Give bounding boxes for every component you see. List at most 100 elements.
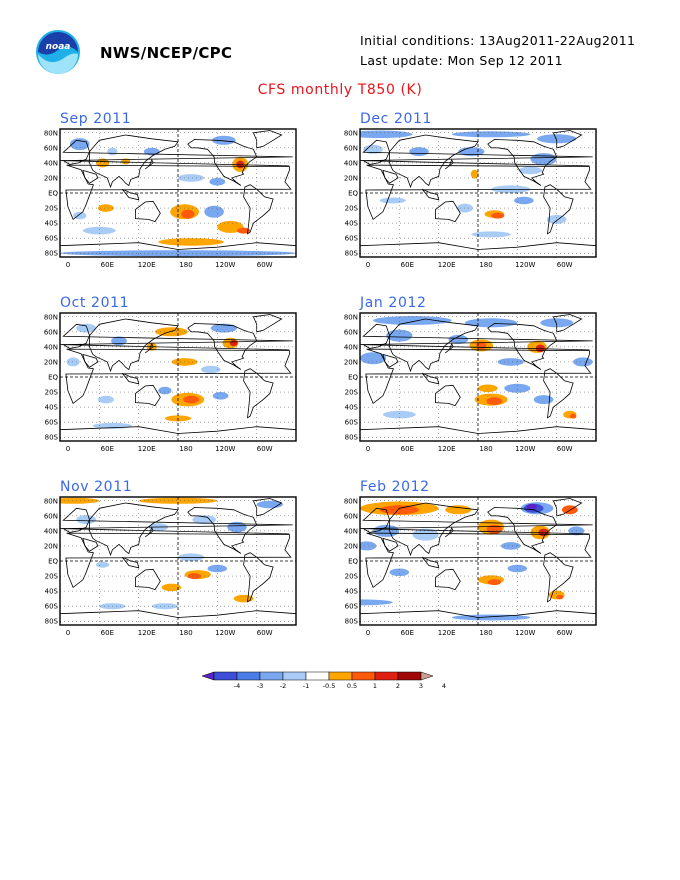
coastline (435, 384, 461, 407)
coastline (65, 348, 292, 405)
coastline (487, 139, 558, 186)
anomaly-region (82, 226, 116, 235)
coastline (89, 318, 179, 373)
anomaly-region (107, 147, 118, 156)
lat-tick-label: 40N (344, 527, 358, 535)
coastline (243, 552, 274, 603)
anomaly-region (363, 144, 383, 154)
lat-tick-label: 20S (345, 573, 359, 581)
colorbar-label: -3 (257, 682, 263, 690)
map-frame (59, 312, 297, 442)
lat-tick-label: 60S (45, 603, 59, 611)
coastline (187, 507, 258, 554)
coastline (552, 314, 583, 333)
coastline (65, 532, 292, 589)
anomaly-region (518, 166, 543, 175)
colorbar-label: 3 (419, 682, 423, 690)
coastline (360, 610, 596, 625)
coastline (243, 184, 274, 235)
anomaly-region (96, 561, 110, 568)
figure-title: CFS monthly T850 (K) (257, 82, 423, 98)
coastline (121, 556, 140, 569)
lat-tick-label: EQ (48, 558, 58, 566)
anomaly-region (507, 564, 528, 573)
coastline (389, 134, 479, 189)
coastline (121, 188, 140, 201)
coastline (89, 134, 179, 189)
lat-tick-label: EQ (48, 374, 58, 382)
lat-tick-label: 60N (344, 512, 358, 520)
coastline (552, 498, 583, 517)
coastline (435, 568, 461, 591)
anomaly-region (448, 334, 469, 344)
map-sep-2011: 80N 60N 40N 20N EQ 20S 40S 60S 80S 0 60E 120E 180 120… (38, 127, 298, 271)
lon-tick-label: 120E (438, 629, 456, 637)
lat-tick-label: 60S (345, 603, 359, 611)
coastline (487, 507, 558, 554)
lon-tick-label: 120E (438, 445, 456, 453)
colorbar-max-arrow (420, 671, 434, 681)
noaa-logo: noaa (34, 28, 82, 80)
lat-tick-label: 60N (44, 328, 58, 336)
anomaly-region (60, 497, 100, 504)
coastline (543, 184, 574, 235)
map-frame (59, 128, 297, 258)
anomaly-region (389, 568, 410, 577)
colorbar-swatch (236, 671, 261, 681)
lon-tick-label: 0 (366, 629, 370, 637)
lat-tick-label: 40S (45, 220, 59, 228)
coastline (487, 323, 558, 370)
anomaly-region (504, 383, 531, 393)
map-frame (359, 128, 597, 258)
lon-tick-label: 0 (66, 261, 70, 269)
lat-tick-label: 20N (44, 174, 58, 182)
anomaly-region (187, 573, 201, 580)
lat-tick-label: 40S (345, 220, 359, 228)
anomaly-region (491, 212, 505, 219)
coastline (360, 507, 593, 535)
anomaly-region (487, 579, 501, 586)
lat-tick-label: 60N (344, 328, 358, 336)
coastline (89, 502, 179, 557)
anomaly-region (181, 209, 195, 219)
lat-tick-label: 20N (344, 174, 358, 182)
coastline (82, 169, 99, 184)
anomaly-region (217, 220, 244, 233)
lat-tick-label: 80N (44, 129, 58, 137)
lon-tick-label: 120W (215, 445, 235, 453)
initial-conditions: Initial conditions: 13Aug2011-22Aug2011 (360, 33, 636, 48)
lon-tick-label: 180 (479, 445, 492, 453)
anomaly-region (192, 515, 216, 525)
anomaly-region (76, 515, 96, 525)
anomaly-region (207, 564, 228, 573)
lat-tick-label: 40S (345, 588, 359, 596)
lon-tick-label: 60E (101, 445, 114, 453)
lon-tick-label: 120E (438, 261, 456, 269)
lat-tick-label: 80N (44, 313, 58, 321)
coastline (65, 164, 292, 221)
panel-title-sep-2011: Sep 2011 (60, 111, 132, 127)
coastline (360, 139, 593, 167)
coastline (444, 526, 454, 538)
map-frame (359, 496, 597, 626)
lon-tick-label: 120E (138, 629, 156, 637)
coastline (382, 537, 399, 552)
anomaly-region (212, 135, 236, 145)
colorbar: -4 -3 -2 -1 -0.5 0.5 1 2 3 4 (200, 670, 480, 692)
coastline (365, 348, 592, 405)
lon-tick-label: 60W (257, 445, 273, 453)
coastline (421, 372, 440, 385)
lat-tick-label: 40S (45, 588, 59, 596)
lat-tick-label: 60S (45, 419, 59, 427)
anomaly-region (501, 542, 521, 550)
coastline (421, 188, 440, 201)
anomaly-region (360, 599, 393, 606)
lon-tick-label: 120W (515, 629, 535, 637)
last-update: Last update: Mon Sep 12 2011 (360, 53, 563, 68)
anomaly-region (533, 395, 554, 405)
map-frame (359, 312, 597, 442)
colorbar-label: 0.5 (347, 682, 357, 690)
anomaly-region (573, 357, 593, 367)
lon-tick-label: 120W (515, 445, 535, 453)
colorbar-label: -0.5 (323, 682, 336, 690)
